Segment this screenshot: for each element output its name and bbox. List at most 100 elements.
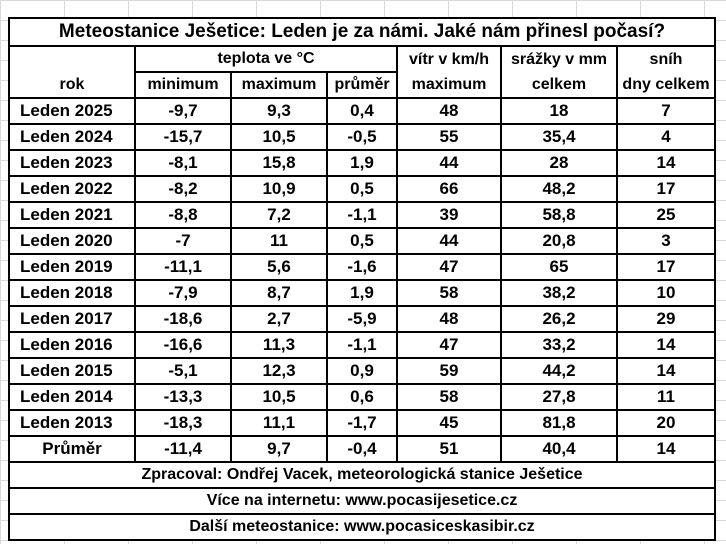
precipitation-cell: 44,2 [500,357,618,385]
temp-min-cell: -5,1 [134,357,232,385]
snow-days-cell: 4 [616,123,716,151]
snow-days-cell: 29 [616,305,716,333]
temp-avg-cell: -1,1 [326,331,398,359]
year-cell: Leden 2019 [8,253,136,281]
wind-max-cell: 44 [396,149,502,177]
snow-days-cell: 11 [616,383,716,411]
year-cell: Leden 2023 [8,149,136,177]
average-max: 9,7 [230,435,328,463]
temp-avg-cell: 0,4 [326,97,398,125]
snow-days-cell: 14 [616,331,716,359]
year-cell: Leden 2016 [8,331,136,359]
temp-avg-cell: -1,1 [326,201,398,229]
table-row: Leden 2021 -8,8 7,2 -1,1 39 58,8 25 [8,201,716,229]
table-row: Leden 2016 -16,6 11,3 -1,1 47 33,2 14 [8,331,716,359]
wind-max-cell: 59 [396,357,502,385]
temp-min-cell: -13,3 [134,383,232,411]
header-wind-maximum: maximum [396,72,502,99]
year-cell: Leden 2022 [8,175,136,203]
header-precipitation-group: srážky v mm [500,45,618,72]
header-snow-group: sníh [616,45,716,72]
footer-processed-by: Zpracoval: Ondřej Vacek, meteorologická … [8,461,716,489]
average-label: Průměr [8,435,136,463]
table-row: Leden 2023 -8,1 15,8 1,9 44 28 14 [8,149,716,177]
year-cell: Leden 2021 [8,201,136,229]
table-row: Leden 2014 -13,3 10,5 0,6 58 27,8 11 [8,383,716,411]
year-cell: Leden 2013 [8,409,136,437]
temp-avg-cell: 1,9 [326,149,398,177]
precipitation-cell: 33,2 [500,331,618,359]
average-row: Průměr -11,4 9,7 -0,4 51 40,4 14 [8,435,716,463]
year-cell: Leden 2025 [8,97,136,125]
temp-avg-cell: 0,6 [326,383,398,411]
year-cell: Leden 2018 [8,279,136,307]
average-avg: -0,4 [326,435,398,463]
wind-max-cell: 48 [396,305,502,333]
wind-max-cell: 47 [396,331,502,359]
precipitation-cell: 35,4 [500,123,618,151]
temp-avg-cell: -0,5 [326,123,398,151]
table-row: Leden 2022 -8,2 10,9 0,5 66 48,2 17 [8,175,716,203]
year-cell: Leden 2015 [8,357,136,385]
table-row: Leden 2020 -7 11 0,5 44 20,8 3 [8,227,716,255]
footer-more-online: Více na internetu: www.pocasijesetice.cz [8,487,716,515]
precipitation-cell: 81,8 [500,409,618,437]
temp-min-cell: -18,3 [134,409,232,437]
table-row: Leden 2017 -18,6 2,7 -5,9 48 26,2 29 [8,305,716,333]
temp-min-cell: -9,7 [134,97,232,125]
snow-days-cell: 10 [616,279,716,307]
table-row: Leden 2013 -18,3 11,1 -1,7 45 81,8 20 [8,409,716,437]
temp-max-cell: 11,1 [230,409,328,437]
footer-other-station: Další meteostanice: www.pocasiceskasibir… [8,513,716,541]
wind-max-cell: 55 [396,123,502,151]
temp-max-cell: 15,8 [230,149,328,177]
precipitation-cell: 58,8 [500,201,618,229]
header-wind-group: vítr v km/h [396,45,502,72]
wind-max-cell: 47 [396,253,502,281]
table-row: Leden 2015 -5,1 12,3 0,9 59 44,2 14 [8,357,716,385]
temp-min-cell: -8,8 [134,201,232,229]
wind-max-cell: 58 [396,279,502,307]
temp-avg-cell: -5,9 [326,305,398,333]
snow-days-cell: 3 [616,227,716,255]
precipitation-cell: 28 [500,149,618,177]
table-row: Leden 2025 -9,7 9,3 0,4 48 18 7 [8,97,716,125]
header-temp-average: průměr [326,71,398,99]
year-cell: Leden 2020 [8,227,136,255]
temp-max-cell: 11,3 [230,331,328,359]
header-precipitation-total: celkem [500,72,618,99]
temp-max-cell: 2,7 [230,305,328,333]
temp-avg-cell: -1,7 [326,409,398,437]
snow-days-cell: 25 [616,201,716,229]
table-row: Leden 2019 -11,1 5,6 -1,6 47 65 17 [8,253,716,281]
temp-min-cell: -8,2 [134,175,232,203]
precipitation-cell: 18 [500,97,618,125]
temp-max-cell: 8,7 [230,279,328,307]
precipitation-cell: 65 [500,253,618,281]
snow-days-cell: 17 [616,253,716,281]
table-row: Leden 2024 -15,7 10,5 -0,5 55 35,4 4 [8,123,716,151]
temp-min-cell: -7,9 [134,279,232,307]
header-temp-maximum: maximum [230,71,328,99]
temp-avg-cell: -1,6 [326,253,398,281]
temp-avg-cell: 0,5 [326,175,398,203]
header-blank [8,45,136,72]
temp-min-cell: -15,7 [134,123,232,151]
temp-max-cell: 11 [230,227,328,255]
weather-summary-table: Meteostanice Ješetice: Leden je za námi.… [8,17,716,541]
wind-max-cell: 66 [396,175,502,203]
snow-days-cell: 14 [616,357,716,385]
header-year: rok [8,72,136,99]
temp-min-cell: -8,1 [134,149,232,177]
precipitation-cell: 38,2 [500,279,618,307]
snow-days-cell: 20 [616,409,716,437]
temp-avg-cell: 0,9 [326,357,398,385]
wind-max-cell: 39 [396,201,502,229]
temp-max-cell: 9,3 [230,97,328,125]
precipitation-cell: 26,2 [500,305,618,333]
temp-max-cell: 12,3 [230,357,328,385]
table-row: Leden 2018 -7,9 8,7 1,9 58 38,2 10 [8,279,716,307]
wind-max-cell: 45 [396,409,502,437]
year-cell: Leden 2017 [8,305,136,333]
